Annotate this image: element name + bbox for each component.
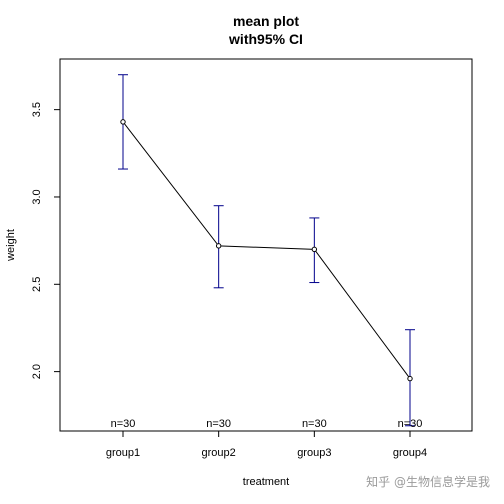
mean-line — [122, 121, 411, 379]
chart-subtitle: with95% CI — [228, 31, 303, 47]
y-axis: 2.0 2.5 3.0 3.5 — [31, 102, 60, 379]
y-axis-label: weight — [5, 229, 17, 262]
n-label: n=30 — [398, 418, 423, 430]
x-axis-label: treatment — [243, 476, 289, 488]
mean-point — [407, 375, 413, 382]
y-tick-label: 2.0 — [31, 364, 43, 379]
n-labels: n=30 n=30 n=30 n=30 — [111, 418, 423, 430]
x-tick-label: group1 — [106, 447, 140, 459]
n-label: n=30 — [302, 418, 327, 430]
x-tick-label: group2 — [202, 447, 236, 459]
n-label: n=30 — [206, 418, 231, 430]
x-tick-label: group4 — [393, 447, 427, 459]
mean-point — [311, 246, 318, 253]
y-tick-label: 3.0 — [31, 189, 43, 204]
x-axis: group1 group2 group3 group4 — [106, 431, 427, 459]
n-label: n=30 — [111, 418, 136, 430]
chart-title: mean plot — [233, 13, 299, 29]
y-tick-label: 3.5 — [31, 102, 43, 117]
plot-frame — [59, 58, 473, 432]
watermark: 知乎 @生物信息学是我 — [366, 474, 490, 489]
mean-point — [120, 119, 126, 125]
y-tick-label: 2.5 — [31, 277, 43, 292]
mean-point — [215, 243, 222, 249]
x-tick-label: group3 — [297, 447, 331, 459]
series-layer — [118, 74, 415, 427]
